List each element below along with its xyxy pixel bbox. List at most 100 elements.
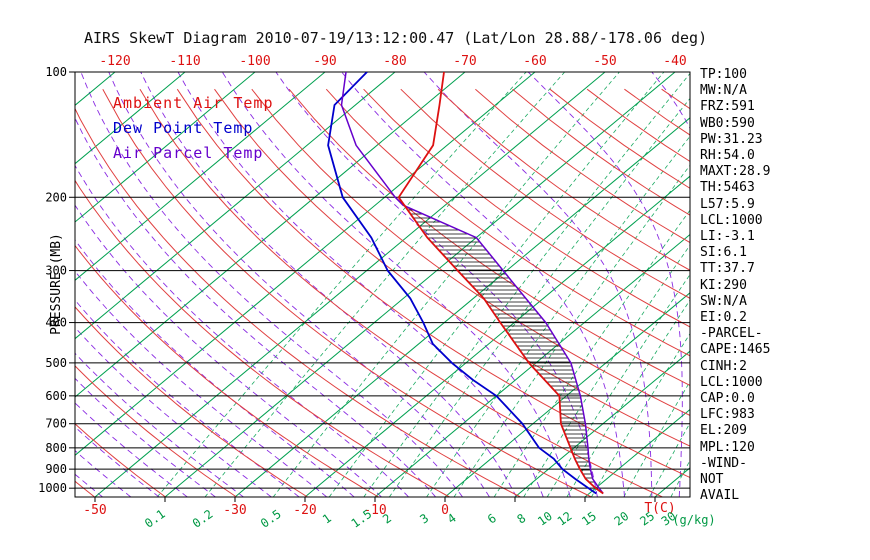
stat-line: -PARCEL- <box>700 326 763 342</box>
isotherm-line <box>75 72 396 340</box>
top-temp-label: -80 <box>383 54 406 69</box>
pressure-tick-label: 100 <box>45 65 67 79</box>
moist-adiabat-line <box>75 352 244 497</box>
legend: Ambient Air Temp Dew Point Temp Air Parcel… <box>113 94 274 169</box>
bottom-temp-label: -50 <box>83 503 106 518</box>
moist-adiabat-line <box>177 72 544 497</box>
stat-line: NOT <box>700 472 724 488</box>
moist-adiabat-line <box>527 72 683 497</box>
mixing-ratio-line <box>363 72 690 497</box>
dry-adiabat-line <box>75 306 308 497</box>
mixing-ratio-label: 30 <box>659 509 679 529</box>
axis-labels: -120 -110 -100 -90 -80 -70 -60 -50 -40-50 -30 -20-… <box>49 54 716 531</box>
bottom-temp-label: -30 <box>223 503 246 518</box>
stat-line: SW:N/A <box>700 293 747 309</box>
moist-adiabat-line <box>140 72 517 497</box>
mixing-ratio-label: 20 <box>612 509 632 529</box>
mixing-ratio-label: 25 <box>637 509 657 529</box>
bottom-temp-label: -10 <box>363 503 386 518</box>
dry-adiabat-line <box>75 480 95 497</box>
isotherm-line <box>164 72 676 497</box>
mixing-unit-label: (g/kg) <box>672 513 715 527</box>
pressure-tick-label: 300 <box>45 264 67 278</box>
pressure-tick-label: 600 <box>45 389 67 403</box>
isotherm-line <box>234 117 690 497</box>
mixing-ratio-line <box>523 244 690 497</box>
stat-line: MPL:120 <box>700 439 755 455</box>
moist-adiabat-line <box>275 72 598 497</box>
pressure-tick-label: 1000 <box>38 481 67 495</box>
isotherm-line <box>374 233 690 497</box>
stat-line: -WIND- <box>700 455 747 471</box>
pressure-tick-label: 700 <box>45 417 67 431</box>
dry-adiabat-line <box>437 88 690 271</box>
stat-line: CINH:2 <box>700 358 747 374</box>
mixing-ratio-label: 0.1 <box>142 507 168 531</box>
moist-adiabat-line <box>75 270 328 497</box>
pressure-tick-label: 500 <box>45 356 67 370</box>
mixing-ratio-label: 2 <box>380 511 394 527</box>
mixing-ratio-line <box>493 209 690 497</box>
mixing-ratio-label: 12 <box>555 509 575 529</box>
dew-point-curve <box>327 72 597 495</box>
mixing-ratio-label: 10 <box>535 509 555 529</box>
stat-line: TH:5463 <box>700 180 755 196</box>
mixing-ratio-line <box>272 72 620 497</box>
moist-adiabat-line <box>75 164 409 497</box>
moist-adiabat-line <box>75 377 216 497</box>
legend-item: Ambient Air Temp <box>113 94 274 112</box>
dry-adiabat-line <box>75 365 237 497</box>
dry-adiabat-line <box>75 107 521 497</box>
dry-adiabat-line <box>176 88 690 479</box>
stat-line: KI:290 <box>700 277 747 293</box>
isotherm-line <box>94 72 606 497</box>
top-temp-label: -90 <box>313 54 336 69</box>
stat-line: LCL:1000 <box>700 212 763 228</box>
top-temp-label: -120 <box>99 54 130 69</box>
mixing-ratio-line <box>453 164 690 497</box>
pressure-tick-label: 800 <box>45 441 67 455</box>
cape-hatch <box>407 209 595 483</box>
top-temp-label: -100 <box>239 54 270 69</box>
dry-adiabat-line <box>325 88 690 357</box>
grid-lines <box>0 72 690 497</box>
mixing-ratio-label: 0.2 <box>190 507 216 531</box>
stat-line: RH:54.0 <box>700 148 755 164</box>
mixing-ratio-line <box>426 135 690 497</box>
mixing-ratio-label: 3 <box>417 511 431 527</box>
chart-title: AIRS SkewT Diagram 2010-07-19/13:12:00.4… <box>84 29 708 47</box>
moist-adiabat-line <box>341 72 626 497</box>
mixing-ratio-line <box>204 72 566 497</box>
top-temp-label: -110 <box>169 54 200 69</box>
stat-line: CAPE:1465 <box>700 342 771 358</box>
isotherm-line <box>444 292 690 497</box>
mixing-ratio-label: 4 <box>445 511 459 527</box>
dry-adiabat-line <box>363 88 690 328</box>
dry-adiabat-line <box>75 244 379 497</box>
stat-line: TP:100 <box>700 67 747 82</box>
legend-item: Air Parcel Temp <box>113 144 264 162</box>
mixing-ratio-label: 8 <box>514 511 528 527</box>
stat-line: WB0:590 <box>700 115 755 131</box>
moist-adiabat-line <box>0 72 46 497</box>
dry-adiabat-line <box>139 88 663 497</box>
pressure-axis-label: PRESSURE (MB) <box>49 233 64 335</box>
mixing-ratio-line <box>546 273 690 497</box>
pressure-tick-label: 400 <box>45 316 67 330</box>
stat-line: MW:N/A <box>700 83 747 99</box>
pressure-grid: 100 200 300 400 500 600 700 800 900 1000 <box>38 65 691 502</box>
ambient-temp-curve <box>397 72 604 495</box>
stat-line: PW:31.23 <box>700 131 763 147</box>
stat-line: MAXT:28.9 <box>700 164 771 180</box>
dry-adiabat-line <box>75 423 166 497</box>
stat-line: SI:6.1 <box>700 245 747 261</box>
stat-line: LCL:1000 <box>700 374 763 390</box>
mixing-ratio-label: 0.5 <box>258 507 284 531</box>
dry-adiabat-line <box>400 88 690 299</box>
pressure-tick-label: 900 <box>45 462 67 476</box>
stat-line: CAP:0.0 <box>700 391 755 407</box>
stats-panel: TP:100 MW:N/A FRZ:591 WB0:590 PW:31.23 RH:54.… <box>700 67 868 504</box>
legend-item: Dew Point Temp <box>113 119 254 137</box>
stat-line: TT:37.7 <box>700 261 755 277</box>
